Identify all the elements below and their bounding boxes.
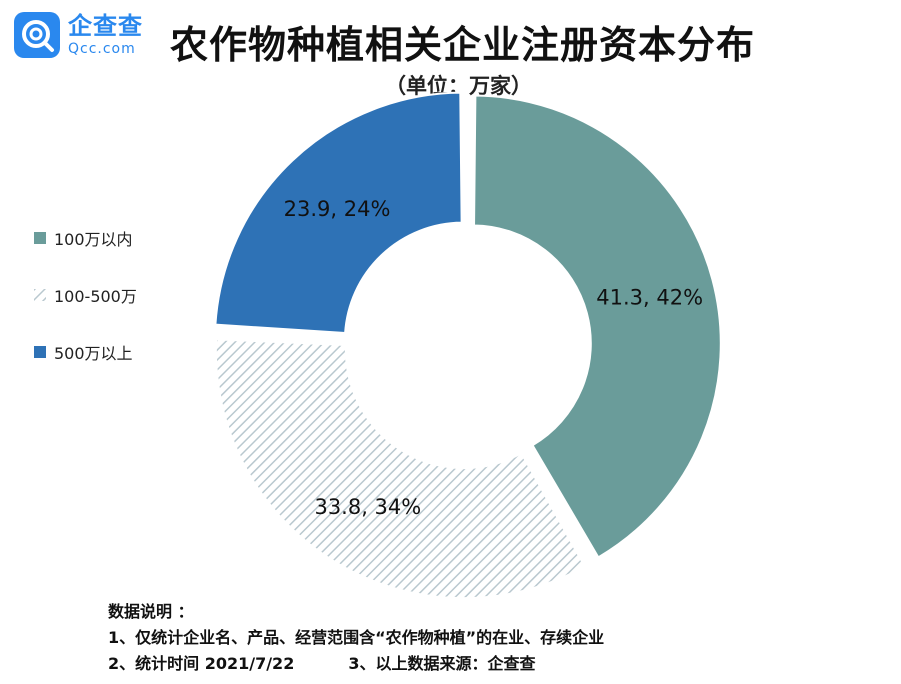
- donut-slice-1: [214, 338, 587, 600]
- legend-swatch-2: [34, 346, 46, 358]
- chart-title: 农作物种植相关企业注册资本分布: [170, 23, 756, 67]
- legend-item-1: 100-500万: [34, 285, 137, 306]
- legend-label-0: 100万以内: [54, 230, 133, 249]
- legend-swatch-0: [34, 232, 46, 244]
- logo-name-cn: 企查查: [68, 12, 143, 40]
- legend-label-1: 100-500万: [54, 287, 137, 306]
- legend-swatch-1: [34, 289, 46, 301]
- donut-slice-0: [473, 94, 722, 559]
- qcc-logo: 企查查 Qcc.com: [14, 12, 143, 58]
- notes-heading: 数据说明 ：: [108, 602, 194, 621]
- data-label-2: 23.9, 24%: [284, 197, 391, 221]
- notes-line-2: 2、统计时间 2021/7/22 3、以上数据来源：企查查: [108, 651, 604, 677]
- notes-line-2a: 2、统计时间 2021/7/22: [108, 654, 295, 673]
- chart-legend: 100万以内 100-500万 500万以上: [34, 228, 137, 399]
- donut-slice-2: [214, 91, 463, 335]
- legend-label-2: 500万以上: [54, 344, 133, 363]
- notes-line-1: 1、仅统计企业名、产品、经营范围含“农作物种植”的在业、存续企业: [108, 628, 605, 647]
- notes-line-2b: 3、以上数据来源：企查查: [348, 654, 536, 673]
- data-notes: 数据说明 ： 1、仅统计企业名、产品、经营范围含“农作物种植”的在业、存续企业 …: [108, 599, 604, 677]
- data-label-0: 41.3, 42%: [596, 285, 703, 309]
- qcc-logo-icon: [14, 12, 60, 58]
- logo-name-en: Qcc.com: [68, 41, 136, 57]
- data-label-1: 33.8, 34%: [314, 495, 421, 519]
- legend-item-0: 100万以内: [34, 228, 137, 249]
- legend-item-2: 500万以上: [34, 342, 137, 363]
